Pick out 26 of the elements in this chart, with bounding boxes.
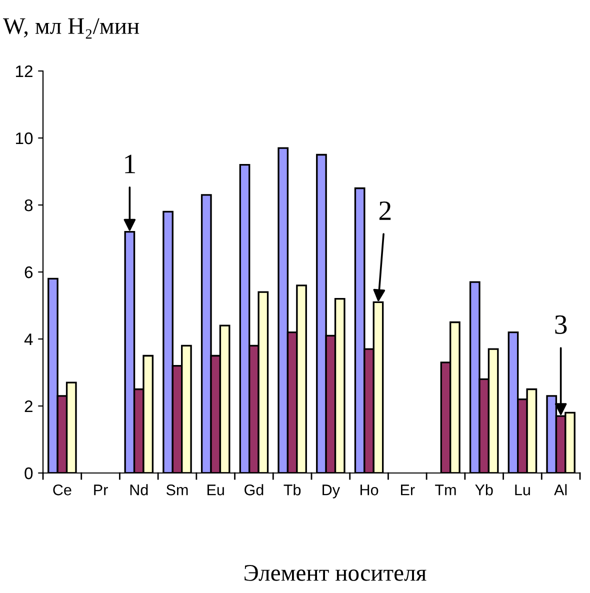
y-tick-label: 8 [24,199,33,212]
y-axis-title: W, мл H₂/мин [3,18,140,39]
y-tick-label: 0 [24,467,33,480]
annotation: 3 [555,315,567,334]
annotation: 1 [125,154,135,174]
x-tick-label: Gd [244,484,264,496]
x-tick-label: Pr [94,484,108,496]
x-tick-label: Er [401,484,415,496]
x-axis-title: Элемент носителя [244,565,426,581]
y-tick-label: 10 [16,132,33,144]
x-tick-label: Sm [166,484,188,496]
x-tick-label: Nd [130,484,148,496]
x-tick-label: Ce [53,484,72,496]
y-tick-label: 6 [24,266,33,278]
x-tick-label: Eu [208,484,224,496]
y-tick-label: 2 [24,400,32,412]
annotation: 2 [379,201,391,220]
y-tick-label: 12 [16,65,32,78]
x-tick-label: Lu [515,484,530,496]
x-tick-label: Tb [284,484,301,496]
x-tick-label: Tm [435,484,456,496]
x-tick-label: Yb [475,484,493,496]
x-tick-label: Al [554,484,567,496]
y-tick-label: 4 [24,334,33,346]
x-tick-label: Ho [360,484,378,496]
x-tick-label: Dy [322,484,340,498]
